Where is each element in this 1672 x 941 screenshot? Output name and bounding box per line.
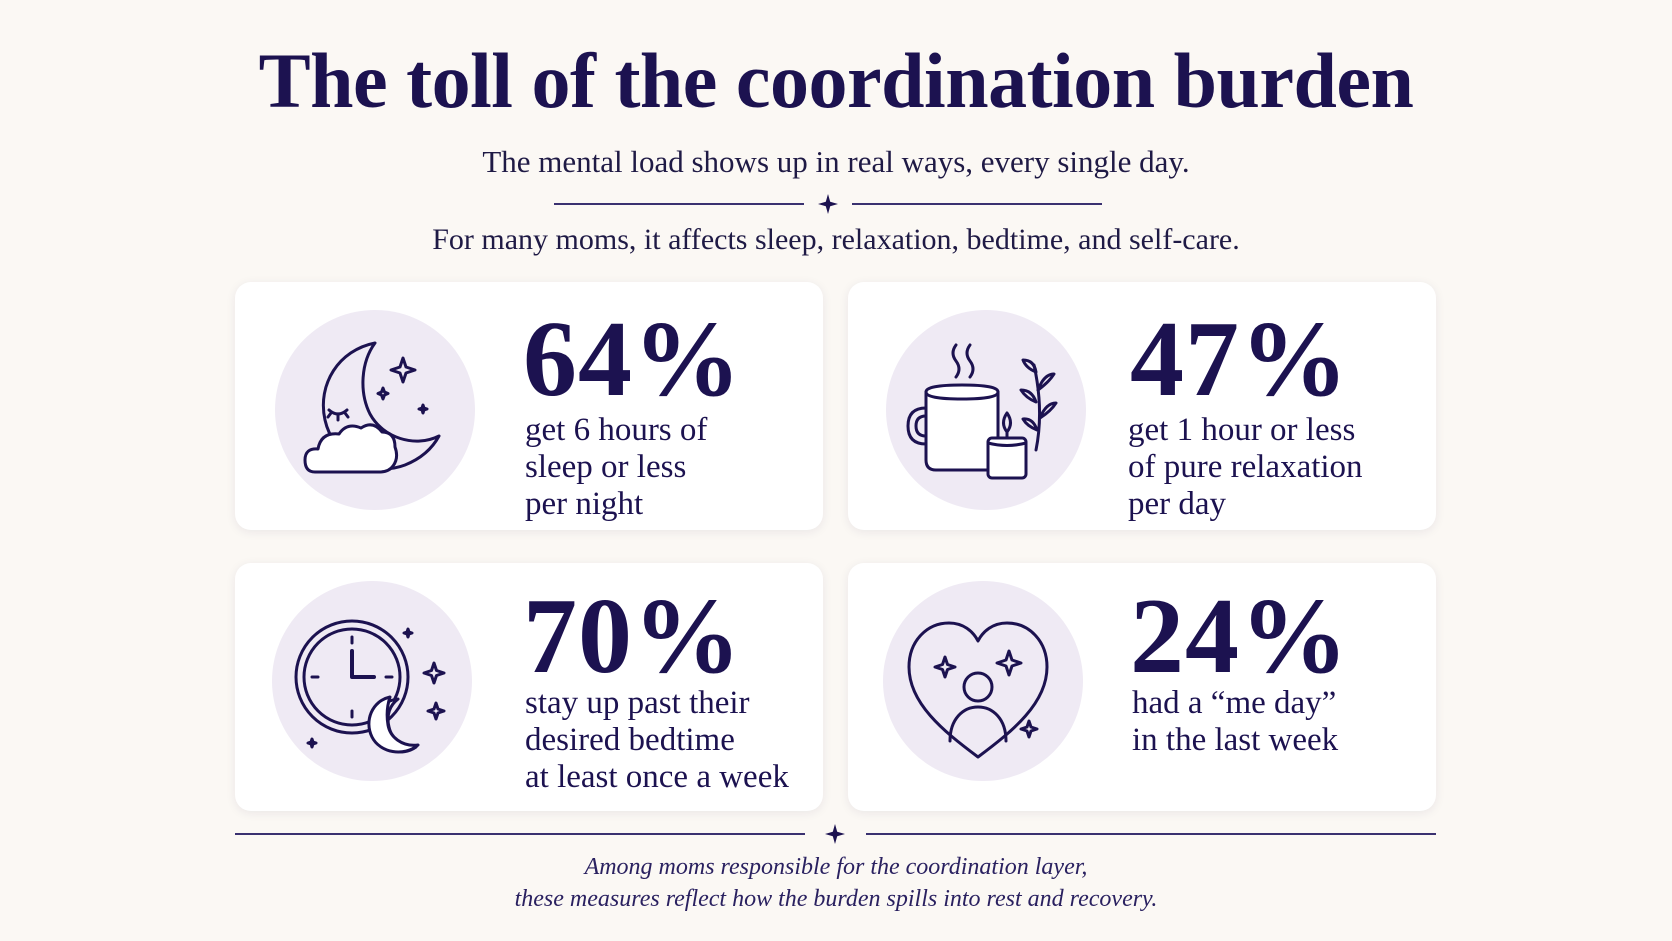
stat-card-sleep: 64% get 6 hours of sleep or less per nig… — [235, 282, 823, 530]
stat-description: get 6 hours of sleep or less per night — [525, 412, 708, 522]
intro-text: For many moms, it affects sleep, relaxat… — [432, 223, 1240, 256]
stat-card-bedtime: 70% stay up past their desired bedtime a… — [235, 563, 823, 811]
stat-value: 47% — [1130, 300, 1349, 419]
bottom-divider — [235, 824, 1436, 844]
stat-value: 24% — [1130, 577, 1349, 696]
stat-value: 70% — [523, 577, 742, 696]
heart-person-icon — [907, 621, 1049, 759]
footnote-line-2: these measures reflect how the burden sp… — [514, 886, 1158, 912]
icon-circle — [883, 581, 1083, 781]
page-subtitle: The mental load shows up in real ways, e… — [482, 144, 1190, 179]
stat-card-me-day: 24% had a “me day” in the last week — [848, 563, 1436, 811]
stat-card-relaxation: 47% get 1 hour or less of pure relaxatio… — [848, 282, 1436, 530]
stat-description: get 1 hour or less of pure relaxation pe… — [1128, 412, 1363, 522]
divider-star-icon — [818, 194, 838, 214]
divider-star-icon — [825, 824, 845, 844]
top-divider — [554, 194, 1102, 214]
stat-value: 64% — [523, 300, 742, 419]
stat-description: stay up past their desired bedtime at le… — [525, 685, 789, 795]
footnote: Among moms responsible for the coordinat… — [0, 851, 1672, 915]
footnote-line-1: Among moms responsible for the coordinat… — [584, 854, 1088, 880]
mug-candle-icon — [906, 343, 1058, 480]
icon-circle — [275, 310, 475, 510]
clock-moon-icon — [294, 619, 446, 754]
moon-cloud-icon — [303, 341, 441, 474]
page-title: The toll of the coordination burden — [258, 37, 1414, 124]
icon-circle — [272, 581, 472, 781]
icon-circle — [886, 310, 1086, 510]
stat-description: had a “me day” in the last week — [1132, 685, 1339, 758]
